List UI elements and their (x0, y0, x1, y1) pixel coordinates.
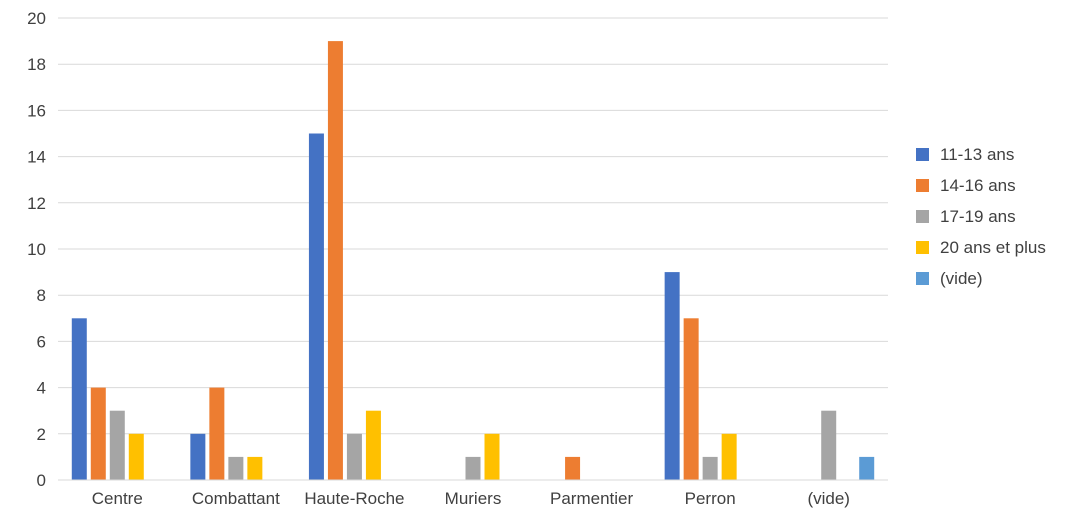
gridlines (58, 17, 888, 481)
y-tick-label: 16 (27, 101, 46, 120)
bar-centre-series-1 (90, 387, 106, 480)
bar-muriers-series-3 (484, 433, 500, 480)
bar-haute-roche-series-1 (327, 41, 343, 480)
y-tick-label: 14 (27, 148, 46, 167)
legend-label: 20 ans et plus (940, 238, 1046, 257)
y-tick-label: 12 (27, 194, 46, 213)
x-category-label: Parmentier (550, 489, 633, 508)
y-tick-label: 2 (37, 425, 46, 444)
bar-vide-series-2 (821, 410, 837, 480)
bar-perron-series-0 (664, 272, 680, 480)
y-tick-label: 20 (27, 9, 46, 28)
legend-swatch (916, 179, 929, 192)
legend-swatch (916, 241, 929, 254)
legend: 11-13 ans 14-16 ans 17-19 ans 20 ans et plu… (916, 145, 1046, 288)
y-axis: 0 2 4 6 8 10 12 14 16 18 20 (27, 9, 46, 490)
bar-haute-roche-series-0 (308, 133, 324, 480)
x-category-label: Perron (685, 489, 736, 508)
x-category-label: Haute-Roche (304, 489, 404, 508)
legend-label: 14-16 ans (940, 176, 1016, 195)
bar-perron-series-2 (702, 456, 718, 480)
bar-centre-series-3 (128, 433, 144, 480)
bar-combattant-series-0 (190, 433, 206, 480)
x-axis: Centre Combattant Haute-Roche Muriers Parmen… (58, 479, 888, 508)
y-tick-label: 18 (27, 55, 46, 74)
legend-swatch (916, 210, 929, 223)
bar-haute-roche-series-2 (346, 433, 362, 480)
y-tick-label: 6 (37, 332, 46, 351)
bar-combattant-series-3 (247, 456, 263, 480)
bar-parmentier-series-1 (565, 456, 581, 480)
legend-label: (vide) (940, 269, 983, 288)
legend-swatch (916, 148, 929, 161)
y-tick-label: 10 (27, 240, 46, 259)
legend-label: 17-19 ans (940, 207, 1016, 226)
x-category-label: Muriers (445, 489, 502, 508)
y-tick-label: 8 (37, 286, 46, 305)
bars (71, 41, 875, 480)
bar-haute-roche-series-3 (365, 410, 381, 480)
bar-centre-series-2 (109, 410, 125, 480)
bar-centre-series-0 (71, 318, 87, 480)
x-category-label: Combattant (192, 489, 280, 508)
y-tick-label: 4 (37, 379, 46, 398)
bar-perron-series-3 (721, 433, 737, 480)
x-category-label: (vide) (807, 489, 850, 508)
x-category-label: Centre (92, 489, 143, 508)
bar-combattant-series-2 (228, 456, 244, 480)
legend-label: 11-13 ans (940, 145, 1014, 164)
bar-muriers-series-2 (465, 456, 481, 480)
bar-perron-series-1 (683, 318, 699, 480)
legend-swatch (916, 272, 929, 285)
y-tick-label: 0 (37, 471, 46, 490)
bar-vide-series-4 (859, 456, 875, 480)
bar-combattant-series-1 (209, 387, 225, 480)
